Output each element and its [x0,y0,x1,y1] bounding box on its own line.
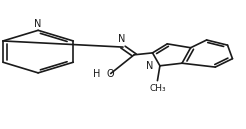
Text: N: N [146,61,154,71]
Text: CH₃: CH₃ [149,84,166,93]
Text: H: H [93,68,100,79]
Text: N: N [118,34,125,44]
Text: N: N [34,19,42,29]
Text: O: O [107,68,114,79]
